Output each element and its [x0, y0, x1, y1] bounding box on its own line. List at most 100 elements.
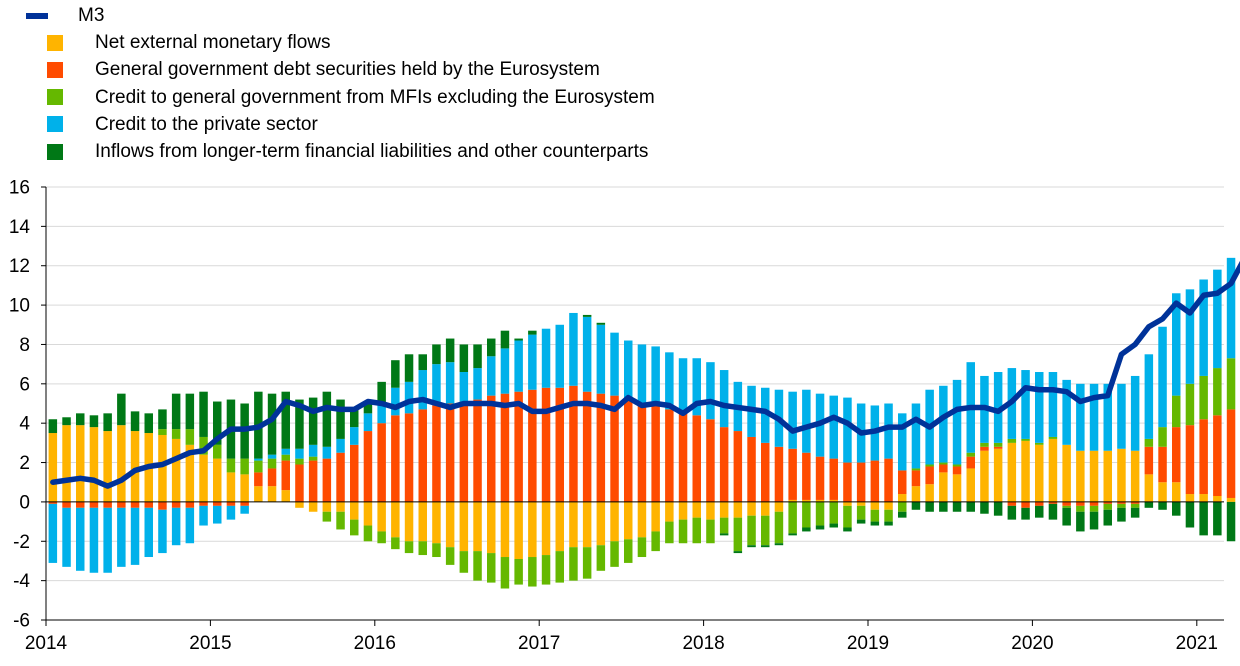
- bar: [1048, 372, 1058, 437]
- bar: [158, 434, 167, 502]
- bar: [1007, 501, 1017, 506]
- bar: [1117, 501, 1126, 504]
- legend-label: General government debt securities held …: [95, 59, 600, 81]
- bar: [856, 501, 866, 506]
- bar: [62, 501, 71, 508]
- m3-line: [50, 260, 1240, 489]
- bar: [1117, 383, 1126, 449]
- bar: [678, 413, 688, 502]
- bar: [76, 507, 85, 571]
- bar: [829, 523, 838, 528]
- bar: [267, 393, 277, 455]
- bar: [171, 429, 181, 439]
- bar: [226, 458, 236, 473]
- bar: [62, 425, 71, 502]
- bar: [884, 501, 893, 510]
- bar: [1117, 507, 1126, 522]
- bar: [144, 507, 153, 558]
- bar: [993, 446, 1003, 449]
- bar: [541, 555, 551, 585]
- bar: [843, 462, 852, 502]
- bar: [1076, 505, 1085, 512]
- bar: [1199, 375, 1208, 420]
- bar: [980, 446, 989, 451]
- bar: [158, 501, 167, 510]
- bar: [610, 395, 619, 502]
- bar: [829, 395, 838, 459]
- bar: [158, 429, 167, 435]
- bar: [925, 484, 934, 502]
- bar: [1144, 438, 1154, 447]
- legend-swatch: [47, 143, 63, 160]
- bar: [1144, 446, 1154, 475]
- bar: [336, 399, 345, 439]
- bar: [966, 456, 975, 469]
- bar: [377, 405, 386, 424]
- bar: [350, 501, 359, 520]
- bar: [199, 436, 208, 455]
- bar: [966, 468, 975, 502]
- bar: [432, 543, 441, 558]
- axes: [41, 186, 1224, 626]
- bar: [884, 403, 893, 459]
- bar: [226, 505, 236, 520]
- bar: [418, 541, 427, 556]
- bar: [815, 525, 825, 530]
- legend-item: Inflows from longer-term financial liabi…: [14, 138, 655, 165]
- bar: [555, 501, 564, 552]
- y-tick-label: 8: [19, 335, 30, 356]
- bar: [1089, 383, 1099, 451]
- bar: [418, 354, 427, 371]
- bar: [1213, 368, 1222, 416]
- bar: [1048, 438, 1058, 502]
- bar: [1035, 442, 1044, 445]
- bar: [624, 399, 633, 502]
- bar: [952, 466, 962, 475]
- legend-item: Net external monetary flows: [14, 29, 655, 56]
- x-tick-label: 2015: [189, 633, 231, 654]
- x-tick-label: 2016: [354, 633, 396, 654]
- bar: [692, 501, 701, 518]
- bar: [363, 501, 373, 526]
- bar: [1103, 383, 1112, 451]
- bar: [1158, 427, 1167, 447]
- bar: [308, 397, 318, 445]
- bar: [582, 316, 592, 392]
- bar: [1035, 505, 1044, 518]
- bar: [788, 448, 797, 500]
- bar: [76, 501, 85, 508]
- bar: [89, 415, 99, 428]
- bar: [528, 557, 537, 587]
- bar: [1089, 501, 1099, 506]
- bar: [487, 338, 496, 357]
- bar: [541, 328, 551, 388]
- bar: [350, 409, 359, 428]
- bar: [1172, 501, 1181, 516]
- bar: [240, 501, 249, 506]
- bar: [281, 454, 290, 461]
- bar: [445, 501, 455, 548]
- bar: [706, 419, 715, 502]
- legend-swatch: [47, 116, 63, 133]
- x-tick-label: 2020: [1011, 633, 1053, 654]
- bar: [254, 458, 263, 461]
- bar: [89, 427, 99, 502]
- bar: [582, 501, 592, 548]
- bar: [761, 387, 770, 443]
- bar: [1103, 450, 1112, 502]
- bar: [199, 505, 208, 526]
- bar: [719, 427, 729, 502]
- bar: [76, 425, 85, 502]
- bar: [103, 431, 112, 502]
- y-tick-label: 14: [9, 217, 31, 238]
- bar: [528, 330, 537, 335]
- bar: [1076, 501, 1085, 506]
- bar: [267, 486, 277, 502]
- bar: [336, 452, 345, 502]
- bar: [487, 395, 496, 502]
- bar: [48, 501, 58, 504]
- bar: [1007, 442, 1017, 502]
- bar: [459, 551, 469, 573]
- bar: [815, 499, 825, 502]
